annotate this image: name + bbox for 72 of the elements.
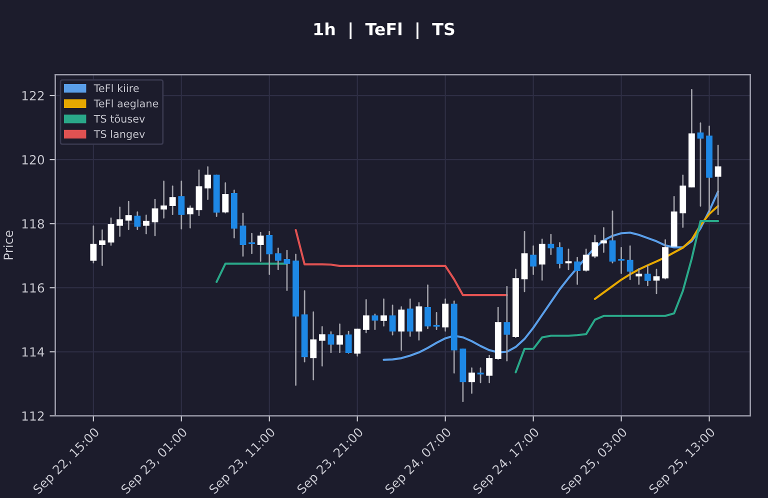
candlestick	[152, 198, 158, 236]
candlestick	[354, 328, 361, 357]
candlestick	[565, 248, 572, 270]
line-series	[594, 204, 720, 300]
candlestick	[240, 212, 246, 257]
candlestick	[442, 298, 449, 332]
candlestick	[424, 284, 431, 330]
candlestick	[538, 238, 546, 281]
candlestick	[653, 268, 660, 294]
candlestick	[582, 248, 590, 272]
candlestick	[477, 367, 484, 384]
y-tick-label: 114	[22, 347, 44, 357]
candlestick	[90, 226, 97, 264]
candlestick	[318, 326, 326, 367]
candlestick	[609, 210, 616, 264]
candlestick	[372, 314, 378, 330]
candlestick	[310, 311, 317, 380]
candlestick	[134, 211, 141, 230]
candlestick	[336, 324, 343, 354]
candlestick	[143, 214, 150, 234]
candlestick	[362, 299, 370, 334]
candlestick	[486, 354, 493, 384]
legend-label: TeFl kiire	[94, 84, 139, 92]
candlestick	[468, 367, 475, 394]
line-series	[294, 229, 508, 296]
candlestick	[187, 205, 194, 229]
candlestick	[644, 265, 651, 286]
candlestick	[99, 229, 106, 266]
candlestick	[592, 234, 598, 258]
legend-label: TS tõusev	[94, 114, 145, 123]
candlestick	[398, 306, 405, 351]
candlestick	[178, 180, 185, 230]
line-series	[382, 190, 720, 361]
candlestick	[266, 230, 273, 275]
candlestick	[548, 234, 554, 256]
candlestick	[636, 268, 642, 285]
candlestick	[222, 182, 229, 214]
chart-title: 1h | TeFl | TS	[314, 22, 454, 40]
candlestick	[169, 185, 176, 216]
candlestick	[389, 304, 396, 336]
candlestick	[626, 245, 634, 280]
candlestick	[530, 245, 537, 275]
candlestick	[160, 180, 167, 219]
candlestick	[618, 246, 624, 274]
candlestick	[196, 169, 202, 216]
candlestick	[574, 256, 581, 285]
y-axis-title: Price	[3, 230, 14, 260]
legend-label: TeFl aeglane	[94, 99, 158, 110]
y-tick-label: 120	[22, 155, 44, 165]
candlestick	[284, 250, 290, 291]
candlestick	[380, 298, 387, 327]
candlestick	[433, 312, 440, 330]
legend-label: TS langev	[94, 130, 145, 140]
candlestick	[108, 218, 114, 246]
candlestick	[406, 298, 414, 337]
candlestick	[204, 166, 211, 200]
candlestick	[697, 122, 704, 207]
y-tick-label: 116	[22, 283, 44, 293]
y-tick-label: 118	[22, 219, 44, 229]
y-tick-label: 112	[22, 411, 44, 421]
candlestick	[714, 144, 722, 216]
candlestick	[328, 331, 334, 354]
y-tick-label: 122	[22, 90, 44, 100]
candlestick	[125, 200, 132, 230]
candlestick	[556, 242, 563, 269]
candlestick	[274, 248, 282, 270]
candlestick	[248, 232, 255, 254]
candlestick	[345, 330, 352, 354]
candlestick	[116, 206, 124, 237]
candlestick	[504, 286, 510, 362]
candlestick	[257, 232, 264, 262]
candlestick	[600, 227, 607, 253]
